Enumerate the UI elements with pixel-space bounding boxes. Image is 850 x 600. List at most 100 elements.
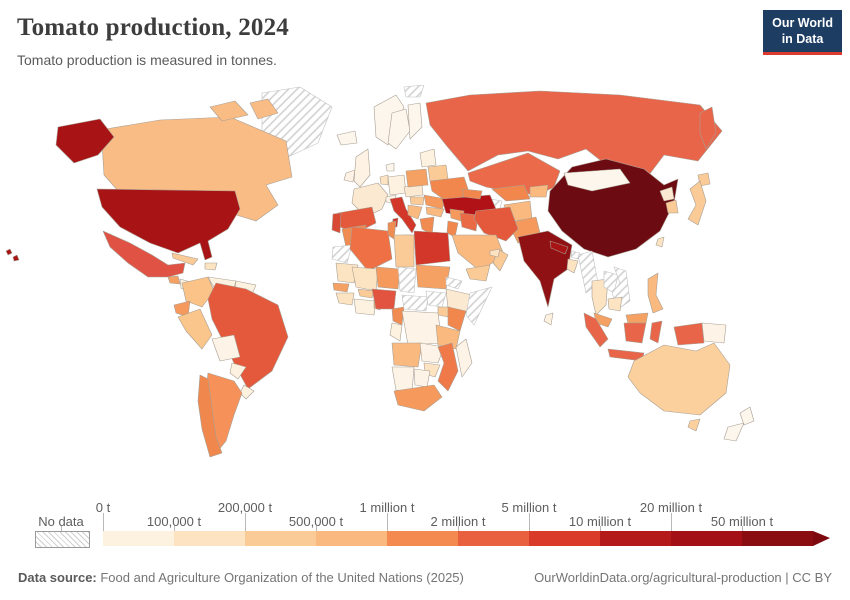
country-usa[interactable] — [96, 188, 241, 261]
country-australia[interactable] — [627, 342, 731, 416]
country-bulgaria[interactable] — [425, 206, 445, 218]
country-uk[interactable] — [353, 148, 371, 188]
country-bhutan[interactable] — [570, 250, 581, 260]
country-cambodia[interactable] — [607, 296, 623, 312]
legend-segment[interactable] — [103, 531, 174, 546]
country-cuba[interactable] — [171, 252, 199, 266]
country-south-sudan[interactable] — [425, 290, 447, 308]
footer-link[interactable]: OurWorldinData.org/agricultural-producti… — [534, 570, 832, 585]
country-burkina-faso[interactable] — [357, 288, 375, 299]
country-sri-lanka[interactable] — [543, 312, 554, 326]
country-kyrgyzstan-tajikistan[interactable] — [529, 184, 549, 198]
country-nigeria[interactable] — [371, 288, 397, 310]
legend-segment[interactable] — [316, 531, 387, 546]
country-niger[interactable] — [375, 266, 401, 290]
country-balkans[interactable] — [407, 204, 423, 220]
country-mali[interactable] — [351, 266, 379, 292]
country-zambia[interactable] — [419, 342, 445, 364]
country-benelux[interactable] — [379, 174, 389, 186]
country-gabon-congo[interactable] — [389, 322, 403, 342]
country-eritrea[interactable] — [445, 276, 463, 290]
country-kenya[interactable] — [447, 306, 467, 332]
country-south-korea[interactable] — [665, 199, 679, 214]
country-bolivia[interactable] — [211, 334, 241, 362]
country-italy[interactable] — [389, 196, 417, 234]
country-austria-czech[interactable] — [403, 184, 424, 198]
country-ethiopia[interactable] — [445, 288, 473, 314]
country-nepal[interactable] — [549, 240, 569, 255]
country-egypt[interactable] — [413, 230, 451, 266]
country-algeria[interactable] — [349, 226, 393, 272]
country-bangladesh[interactable] — [566, 258, 579, 274]
country-canada-arctic[interactable] — [209, 100, 249, 122]
country-guinea[interactable] — [335, 292, 355, 306]
country-uae[interactable] — [489, 248, 501, 258]
country-indonesia-sumatra[interactable] — [583, 312, 609, 348]
country-uzbekistan[interactable] — [491, 184, 531, 202]
country-papua-new-guinea[interactable] — [701, 322, 727, 344]
country-sudan[interactable] — [415, 264, 451, 290]
legend-segment[interactable] — [245, 531, 316, 546]
country-angola[interactable] — [391, 342, 423, 368]
country-taiwan[interactable] — [655, 236, 665, 248]
country-ivory-coast-ghana[interactable] — [353, 298, 377, 316]
country-guatemala[interactable] — [167, 275, 181, 285]
country-denmark[interactable] — [385, 162, 395, 172]
country-philippines[interactable] — [647, 272, 664, 314]
legend-segment[interactable] — [600, 531, 671, 546]
country-baltics[interactable] — [419, 148, 437, 168]
country-new-zealand-north[interactable] — [739, 406, 755, 426]
country-libya[interactable] — [393, 234, 415, 268]
country-north-korea[interactable] — [659, 186, 675, 202]
legend-segment[interactable] — [174, 531, 245, 546]
country-madagascar[interactable] — [455, 338, 473, 378]
country-new-zealand-south[interactable] — [723, 422, 745, 442]
country-ireland[interactable] — [343, 169, 356, 183]
country-mozambique[interactable] — [437, 342, 459, 392]
legend-segment[interactable] — [387, 531, 458, 546]
country-iran[interactable] — [473, 206, 519, 242]
legend-segment[interactable] — [458, 531, 529, 546]
country-indonesia-papua[interactable] — [673, 322, 705, 346]
legend-segment[interactable] — [529, 531, 600, 546]
country-iceland[interactable] — [336, 130, 358, 146]
country-tanzania[interactable] — [435, 324, 461, 350]
country-iraq[interactable] — [459, 212, 479, 232]
country-senegal[interactable] — [332, 282, 350, 293]
country-france[interactable] — [351, 182, 389, 218]
country-hispaniola[interactable] — [204, 262, 218, 271]
country-western-sahara[interactable] — [331, 244, 353, 264]
country-hungary[interactable] — [409, 196, 425, 206]
country-levant[interactable] — [446, 220, 459, 238]
country-canada-arctic[interactable] — [249, 98, 279, 120]
country-japan[interactable] — [687, 180, 707, 226]
country-india[interactable] — [517, 230, 573, 308]
country-russia[interactable] — [425, 90, 723, 180]
country-chile[interactable] — [197, 374, 223, 458]
country-central-african-republic[interactable] — [401, 294, 429, 312]
country-brazil[interactable] — [207, 282, 289, 390]
country-yemen[interactable] — [465, 264, 491, 282]
country-botswana[interactable] — [413, 368, 431, 388]
legend-segment[interactable] — [742, 531, 813, 546]
country-belarus[interactable] — [427, 164, 449, 182]
owid-logo[interactable]: Our World in Data — [763, 10, 842, 56]
country-tasmania[interactable] — [687, 418, 701, 432]
country-finland[interactable] — [407, 102, 423, 140]
country-chad[interactable] — [397, 266, 417, 294]
country-paraguay[interactable] — [229, 362, 247, 380]
legend-segment[interactable] — [671, 531, 742, 546]
country-portugal[interactable] — [331, 212, 342, 234]
country-hawaii[interactable] — [5, 248, 20, 262]
country-poland[interactable] — [405, 168, 429, 188]
country-mongolia[interactable] — [563, 168, 631, 192]
country-svalbard[interactable] — [403, 85, 425, 98]
country-south-africa[interactable] — [393, 384, 443, 412]
country-russia-kamchatka[interactable] — [699, 106, 717, 150]
legend-no-data-swatch[interactable] — [35, 531, 90, 548]
country-somalia[interactable] — [465, 286, 493, 326]
country-uruguay[interactable] — [239, 384, 255, 400]
country-sweden[interactable] — [387, 108, 411, 150]
country-saudi-arabia[interactable] — [451, 234, 505, 272]
country-alaska[interactable] — [55, 118, 115, 164]
